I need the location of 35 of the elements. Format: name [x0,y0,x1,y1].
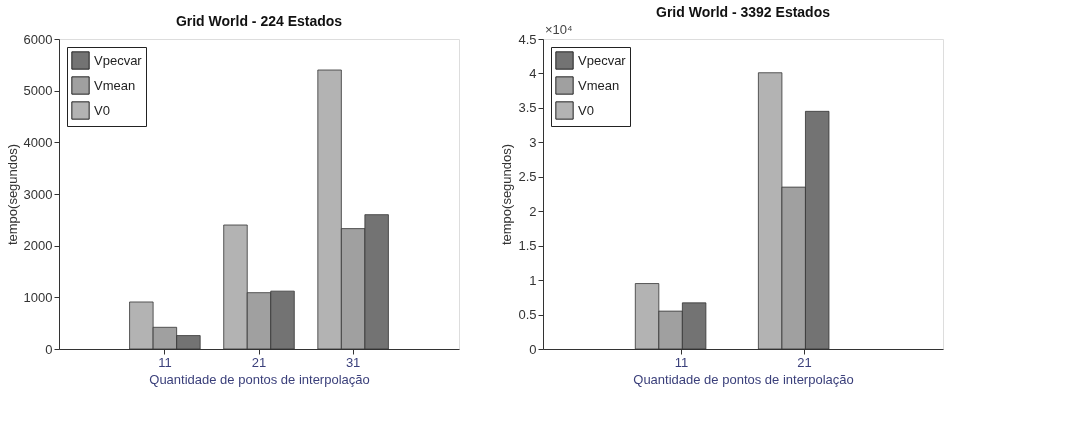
y-tick-label: 6000 [23,31,53,47]
y-tick-label: 4000 [23,134,53,150]
y-tick-label: 0 [45,341,53,357]
y-tick-label: 3000 [23,186,53,202]
x-axis-title: Quantidade de pontos de interpolação [633,371,854,387]
x-tick-label: 31 [345,354,361,370]
y-tick-label: 1 [529,272,537,288]
x-tick-label: 11 [674,354,689,370]
y-tick-label: 0 [529,341,537,357]
y-tick-label: 4.5 [518,31,537,47]
y-tick-label: 4 [529,65,537,81]
text: ×10⁴ [545,22,573,37]
y-tick-label: 2.5 [518,169,537,185]
legend-label: Vmean [94,77,136,93]
legend-label: V0 [94,102,110,118]
y-tick-label: 2000 [23,238,53,254]
x-tick-label: 11 [158,354,172,370]
legend-label: Vpecvar [94,52,143,68]
y-tick-label: 1.5 [518,238,537,254]
y-tick-label: 3 [529,134,537,150]
x-tick-label: 21 [251,354,267,370]
y-tick-label: 2 [529,203,537,219]
y-tick-label: 3.5 [518,100,537,116]
y-axis-title: tempo(segundos) [499,143,515,246]
y-tick-label: 0.5 [518,307,537,323]
legend-label: Vmean [578,77,620,93]
y-tick-label: 1000 [23,289,53,305]
x-tick-label: 21 [797,354,812,370]
y-axis-title: tempo(segundos) [4,143,20,246]
y-tick-label: 5000 [23,83,53,99]
legend-label: Vpecvar [578,52,627,68]
x-axis-title: Quantidade de pontos de interpolação [149,371,370,387]
legend-label: V0 [578,102,594,118]
chart-title: Grid World - 224 Estados [175,13,343,29]
chart-title: Grid World - 3392 Estados [655,4,831,20]
